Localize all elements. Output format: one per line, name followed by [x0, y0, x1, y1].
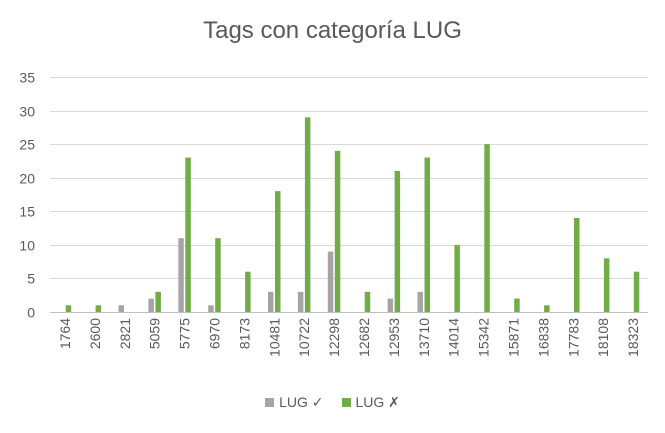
x-tick-label: 17783 — [565, 318, 581, 357]
x-tick-label: 10481 — [266, 318, 282, 357]
y-tick-label: 15 — [19, 204, 35, 220]
bar-series-2 — [454, 244, 460, 312]
bar-series-2 — [484, 144, 490, 312]
x-tick-label: 14014 — [446, 318, 462, 357]
bar-series-1 — [118, 305, 124, 312]
x-tick-label: 2821 — [117, 318, 133, 349]
bar-series-1 — [178, 238, 184, 312]
bar-series-1 — [268, 291, 274, 312]
x-tick-label: 13710 — [416, 318, 432, 357]
x-tick-label: 5775 — [177, 318, 193, 349]
x-tick-label: 10722 — [296, 318, 312, 357]
y-tick-label: 25 — [19, 137, 35, 153]
y-tick-label: 20 — [19, 171, 35, 187]
bar-series-1 — [387, 298, 394, 312]
bar-series-2 — [574, 218, 580, 312]
y-tick-label: 30 — [19, 104, 35, 120]
x-tick-label: 15871 — [505, 318, 521, 357]
x-tick-label: 1764 — [57, 318, 73, 349]
bar-series-2 — [275, 191, 281, 312]
legend-label-series-2: LUG ✗ — [355, 394, 400, 410]
x-tick-label: 18323 — [625, 318, 641, 357]
bar-series-2 — [155, 291, 161, 312]
legend-label-series-1: LUG ✓ — [279, 394, 324, 410]
bar-series-2 — [334, 150, 341, 312]
x-tick-label: 15342 — [476, 318, 492, 357]
bar-series-2 — [544, 305, 550, 312]
bar-series-2 — [633, 271, 640, 312]
bar-series-2 — [514, 298, 520, 312]
bar-series-2 — [394, 171, 401, 312]
y-tick-label: 5 — [27, 271, 35, 287]
legend-item-series-1: LUG ✓ — [265, 394, 324, 411]
chart-title: Tags con categoría LUG — [203, 17, 462, 44]
bar-series-1 — [208, 305, 214, 312]
y-tick-label: 35 — [19, 70, 35, 86]
x-tick-label: 2600 — [87, 318, 103, 349]
bar-series-1 — [417, 291, 423, 312]
x-tick-label: 8173 — [236, 318, 252, 349]
bar-series-1 — [297, 291, 304, 312]
legend-item-series-2: LUG ✗ — [341, 394, 400, 411]
x-tick-label: 6970 — [206, 318, 222, 349]
bar-series-2 — [215, 238, 221, 312]
legend-swatch-series-1 — [265, 398, 275, 407]
y-tick-label: 0 — [27, 305, 35, 321]
bar-series-2 — [95, 305, 102, 312]
x-tick-label: 12682 — [356, 318, 372, 357]
x-tick-label: 12953 — [386, 318, 402, 357]
x-tick-label: 5059 — [147, 318, 163, 349]
bar-series-2 — [245, 271, 251, 312]
y-tick-label: 10 — [19, 238, 35, 254]
bar-series-2 — [424, 157, 430, 312]
bar-series-1 — [327, 251, 334, 312]
bar-series-2 — [364, 291, 371, 312]
bar-series-2 — [185, 157, 191, 312]
bar-series-2 — [603, 258, 610, 312]
bar-series-2 — [304, 117, 311, 313]
x-tick-label: 16838 — [535, 318, 551, 357]
bar-series-2 — [65, 305, 72, 312]
chart-legend: LUG ✓ LUG ✗ — [0, 394, 665, 411]
bar-series-1 — [148, 298, 154, 312]
x-tick-label: 12298 — [326, 318, 342, 357]
x-tick-label: 18108 — [595, 318, 611, 357]
legend-swatch-series-2 — [341, 398, 351, 407]
